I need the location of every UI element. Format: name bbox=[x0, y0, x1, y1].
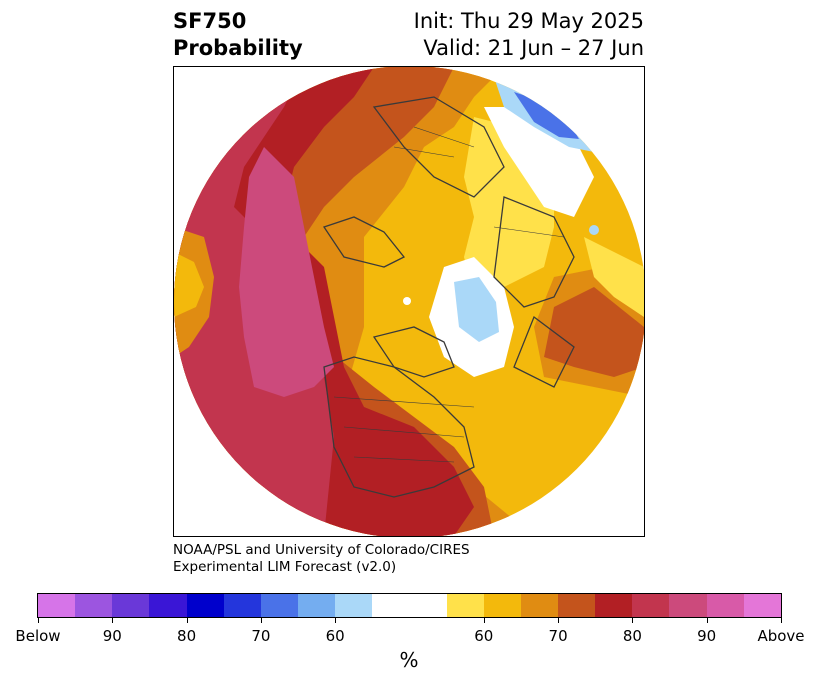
credit-line-2: Experimental LIM Forecast (v2.0) bbox=[173, 559, 397, 575]
colorbar-segment bbox=[595, 594, 633, 617]
colorbar-tick bbox=[38, 618, 39, 623]
field-blue bbox=[514, 92, 579, 139]
borders bbox=[333, 126, 565, 463]
title-line-1: SF750 bbox=[173, 9, 247, 33]
colorbar-segment bbox=[38, 594, 76, 617]
colorbar-tick bbox=[558, 618, 560, 623]
colorbar-segment bbox=[297, 594, 336, 617]
colorbar-segment bbox=[372, 594, 447, 617]
colorbar-tick-label: 70 bbox=[548, 627, 568, 645]
field-rust-east bbox=[544, 287, 644, 377]
pole-marker bbox=[403, 297, 411, 305]
variable-title: SF750 Probability bbox=[173, 8, 303, 62]
map-panel bbox=[173, 66, 645, 537]
colorbar-segment bbox=[557, 594, 596, 617]
field-gold-west bbox=[174, 252, 204, 317]
colorbar-segment bbox=[260, 594, 298, 617]
field-yellow-east bbox=[584, 237, 644, 317]
colorbar-segment bbox=[112, 594, 150, 617]
colorbar-tick-label: 80 bbox=[177, 627, 197, 645]
colorbar-tick bbox=[186, 618, 188, 623]
colorbar-tick bbox=[483, 618, 485, 623]
date-title: Init: Thu 29 May 2025 Valid: 21 Jun – 27… bbox=[414, 8, 644, 62]
colorbar-tick bbox=[632, 618, 634, 623]
field-blue-spot bbox=[589, 225, 599, 235]
colorbar-segment bbox=[446, 594, 484, 617]
field-magenta bbox=[239, 147, 334, 397]
colorbar-units: % bbox=[399, 648, 419, 672]
colorbar-tick bbox=[781, 618, 782, 623]
colorbar-segment bbox=[669, 594, 707, 617]
colorbar-tick-label: Above bbox=[757, 627, 805, 645]
colorbar-segment bbox=[75, 594, 113, 617]
credit: NOAA/PSL and University of Colorado/CIRE… bbox=[173, 542, 470, 576]
colorbar-segment bbox=[186, 594, 224, 617]
colorbar-tick-label: 90 bbox=[697, 627, 717, 645]
colorbar-tick bbox=[260, 618, 262, 623]
colorbar-tick bbox=[706, 618, 708, 623]
coastlines bbox=[322, 96, 575, 498]
colorbar-tick-label: 60 bbox=[474, 627, 494, 645]
valid-dates: Valid: 21 Jun – 27 Jun bbox=[423, 36, 644, 60]
colorbar-segment bbox=[632, 594, 670, 617]
field-lightblue bbox=[454, 277, 499, 342]
polar-map bbox=[174, 67, 644, 536]
colorbar-segment bbox=[706, 594, 744, 617]
colorbar-tick bbox=[335, 618, 337, 623]
colorbar bbox=[37, 593, 782, 618]
colorbar-segment bbox=[223, 594, 261, 617]
colorbar-tick-label: 60 bbox=[325, 627, 345, 645]
title-line-2: Probability bbox=[173, 36, 303, 60]
colorbar-tick-label: Below bbox=[15, 627, 61, 645]
colorbar-segment bbox=[335, 594, 373, 617]
colorbar-tick-label: 90 bbox=[102, 627, 122, 645]
credit-line-1: NOAA/PSL and University of Colorado/CIRE… bbox=[173, 542, 470, 558]
colorbar-segment bbox=[483, 594, 521, 617]
colorbar-tick-label: 70 bbox=[251, 627, 271, 645]
colorbar-tick-label: 80 bbox=[622, 627, 642, 645]
colorbar-segment bbox=[520, 594, 558, 617]
init-date: Init: Thu 29 May 2025 bbox=[413, 9, 644, 33]
colorbar-segment bbox=[743, 594, 781, 617]
colorbar-segment bbox=[149, 594, 187, 617]
colorbar-tick bbox=[112, 618, 114, 623]
